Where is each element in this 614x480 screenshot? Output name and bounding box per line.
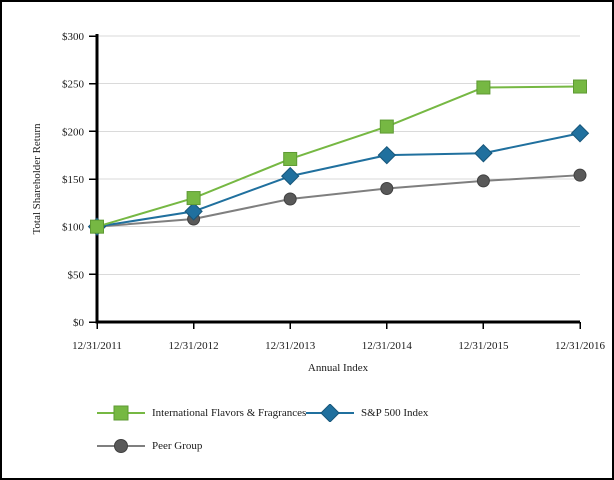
data-point-diamond <box>280 166 300 186</box>
legend-item-international-flavors-fragrances: International Flavors & Fragrances <box>97 404 306 422</box>
legend-item-peer-group: Peer Group <box>97 437 202 455</box>
circle-marker-icon <box>97 439 145 453</box>
data-point-square <box>573 79 587 94</box>
x-axis-title: Annual Index <box>308 362 369 374</box>
square-marker-icon <box>97 405 145 421</box>
x-tick-label: 12/31/2015 <box>458 340 509 352</box>
legend-label-peer-group: Peer Group <box>152 440 203 452</box>
data-point-square <box>90 219 104 234</box>
data-point-diamond <box>377 145 397 165</box>
x-tick-label: 12/31/2011 <box>72 340 122 352</box>
data-point-circle <box>573 168 587 182</box>
legend-label-sp-500-index: S&P 500 Index <box>361 407 429 419</box>
x-tick-label: 12/31/2016 <box>555 340 606 352</box>
series-line <box>96 85 581 228</box>
x-tick-label: 12/31/2012 <box>169 340 219 352</box>
x-tick-label: 12/31/2013 <box>265 340 316 352</box>
y-tick-label: $0 <box>73 317 85 329</box>
y-tick-label: $150 <box>62 174 85 186</box>
diamond-marker-icon <box>306 404 354 422</box>
data-point-square <box>476 80 491 95</box>
y-axis-title: Total Shareholder Return <box>31 123 43 235</box>
data-point-square <box>283 151 298 166</box>
legend-label-international-flavors-fragrances: International Flavors & Fragrances <box>152 407 307 419</box>
y-tick-label: $300 <box>62 31 85 43</box>
y-tick-label: $100 <box>62 222 85 234</box>
data-point-square <box>379 119 394 134</box>
series-line <box>96 174 581 228</box>
y-tick-label: $50 <box>68 269 85 281</box>
x-tick-label: 12/31/2014 <box>362 340 413 352</box>
legend-item-sp-500-index: S&P 500 Index <box>306 404 428 422</box>
y-tick-label: $200 <box>62 126 85 138</box>
data-point-diamond <box>474 144 493 163</box>
y-tick-label: $250 <box>62 79 85 91</box>
series-line <box>96 132 581 228</box>
data-point-circle <box>380 182 394 196</box>
data-point-diamond <box>184 202 203 221</box>
data-point-circle <box>283 192 297 206</box>
data-point-circle <box>476 174 490 188</box>
data-point-diamond <box>570 124 590 143</box>
data-point-square <box>186 191 201 206</box>
